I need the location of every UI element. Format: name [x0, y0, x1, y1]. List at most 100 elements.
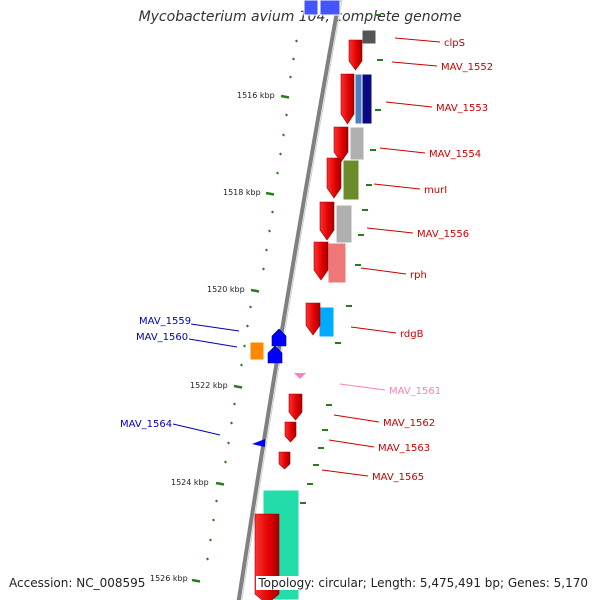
ruler-labels: 1516 kbp 1518 kbp 1520 kbp 1522 kbp 1524 kbp… [150, 91, 275, 583]
minor-tick [212, 518, 215, 522]
ruler-tick-label: 1526 kbp [150, 574, 188, 583]
leader-line [188, 338, 238, 348]
ruler-tick-label: 1522 kbp [190, 381, 228, 390]
leader-line [190, 323, 240, 332]
leader-line [321, 469, 369, 477]
minor-tick [215, 499, 218, 503]
minor-tick [209, 538, 212, 542]
gene-arrow-mav-1561 [294, 373, 306, 379]
leader-line [350, 326, 397, 334]
gene-labels: clpS MAV_1552 MAV_1553 MAV_1554 murI MAV_1556… [120, 37, 493, 483]
minor-tick [276, 171, 279, 175]
leader-line [373, 183, 421, 190]
gene-label-reverse: MAV_1559 [139, 316, 191, 327]
cog-box [361, 29, 377, 45]
cog-box [319, 0, 341, 16]
ruler-tick-label: 1516 kbp [237, 91, 275, 100]
major-tick [233, 384, 243, 389]
gene-arrow [319, 201, 335, 241]
minor-tick [282, 133, 285, 137]
gene-arrow-mav-1564 [252, 439, 265, 447]
ruler-tick-label: 1524 kbp [171, 478, 209, 487]
cog-track [249, 0, 377, 600]
gene-label-reverse: MAV_1560 [136, 332, 188, 343]
minor-tick [206, 557, 209, 561]
ruler-tick-label: 1518 kbp [223, 188, 261, 197]
backbone-line [236, 0, 342, 600]
major-tick [191, 578, 201, 583]
gene-label-forward: rdgB [400, 329, 424, 340]
major-tick [265, 191, 275, 196]
gene-label-forward: MAV_1563 [378, 443, 430, 454]
gene-arrow [340, 73, 355, 125]
minor-tick [224, 460, 227, 464]
major-tick [280, 94, 290, 99]
backbone-highlight [241, 0, 343, 600]
map-title: Mycobacterium avium 104, complete genome [138, 9, 462, 25]
backbone-layer [236, 0, 343, 600]
minor-tick [243, 344, 246, 348]
cog-box [249, 341, 265, 361]
leader-line [360, 267, 407, 275]
gene-arrow [305, 302, 321, 336]
cog-box [342, 159, 360, 201]
leader-line [172, 423, 221, 436]
cog-box [318, 306, 335, 338]
leader-line [385, 101, 433, 108]
topology-label: Topology: circular; Length: 5,475,491 bp… [256, 576, 590, 590]
accession-label: Accession: NC_008595 [9, 576, 146, 590]
minor-tick [233, 402, 236, 406]
gene-arrow-reverse [267, 345, 283, 364]
leader-line [328, 439, 375, 448]
cog-box [349, 126, 365, 161]
minor-tick [271, 210, 274, 214]
minor-tick [289, 75, 292, 79]
minor-tick [240, 363, 243, 367]
minor-tick [265, 248, 268, 252]
gene-track [252, 39, 363, 600]
leader-line [333, 414, 380, 423]
gene-arrow [284, 421, 297, 443]
leader-line [339, 383, 386, 391]
gene-label-reverse: MAV_1564 [120, 419, 172, 430]
major-tick [215, 481, 225, 486]
gene-label-forward: MAV_1556 [417, 229, 469, 240]
gene-arrow-reverse [271, 328, 287, 347]
gene-arrow [348, 39, 363, 71]
gene-label-forward: rph [410, 270, 427, 281]
minor-tick [227, 441, 230, 445]
gene-arrow [333, 126, 349, 163]
leader-line [379, 147, 426, 154]
leader-line [391, 61, 438, 67]
gene-arrow [278, 451, 291, 470]
minor-tick [246, 324, 249, 328]
gene-arrow [326, 157, 342, 199]
cog-box [335, 204, 353, 244]
minor-tick [230, 421, 233, 425]
gene-label-forward: murI [424, 185, 447, 196]
leader-line [394, 37, 441, 43]
gene-label-forward: MAV_1554 [429, 149, 481, 160]
gene-label-forward: clpS [444, 38, 465, 49]
gene-arrow [288, 393, 303, 421]
leader-line [366, 227, 414, 234]
gene-label-forward: MAV_1552 [441, 62, 493, 73]
minor-tick [262, 267, 265, 271]
gene-label-forward: MAV_1553 [436, 103, 488, 114]
gene-label-forward: MAV_1562 [383, 418, 435, 429]
gene-label-forward: MAV_1561 [389, 386, 441, 397]
major-tick [250, 288, 260, 293]
ruler-tick-label: 1520 kbp [207, 285, 245, 294]
gene-arrow [313, 241, 329, 281]
minor-tick [279, 152, 282, 156]
minor-tick [249, 305, 252, 309]
minor-tick [268, 229, 271, 233]
cog-box [327, 242, 347, 284]
ruler-ticks [191, 14, 383, 583]
gene-label-forward: MAV_1565 [372, 472, 424, 483]
minor-tick [285, 113, 288, 117]
cog-box [361, 73, 373, 125]
minor-tick [292, 57, 295, 61]
